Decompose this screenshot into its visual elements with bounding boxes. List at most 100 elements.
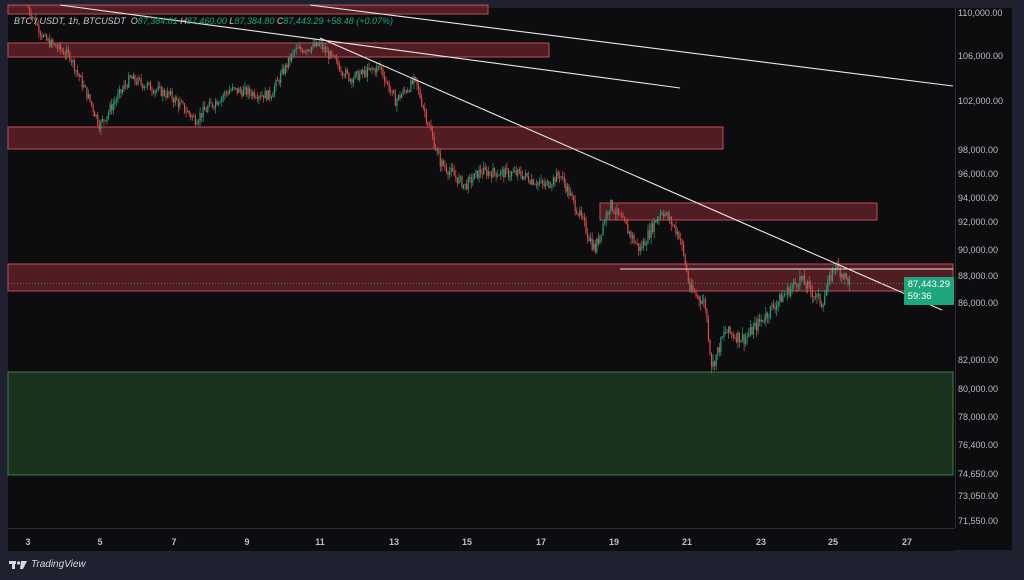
candle-body (221, 97, 223, 102)
candle-body (743, 334, 745, 345)
candle-body (766, 312, 768, 318)
candle-body (334, 55, 336, 59)
candle-body (383, 75, 386, 82)
candle-body (635, 242, 637, 244)
time-tick-label: 25 (827, 537, 839, 547)
candle-body (772, 304, 775, 308)
candle-body (97, 114, 99, 125)
tradingview-logo[interactable]: TradingView (9, 559, 86, 570)
candle-body (390, 91, 392, 92)
last-price-tag: 87,443.29 59:36 (903, 277, 954, 305)
candle-body (458, 177, 460, 184)
candle-body (317, 42, 319, 46)
candle-body (160, 86, 162, 96)
candle-body (380, 67, 382, 70)
candle-body (574, 199, 576, 212)
time-tick-label: 7 (171, 537, 177, 547)
candle-body (431, 130, 434, 137)
candle-body (90, 101, 93, 105)
candle-body (286, 64, 288, 68)
candle-body (202, 106, 204, 118)
candle-body (777, 301, 779, 305)
candle-body (745, 338, 747, 345)
candle-body (332, 55, 334, 56)
symbol-label: BTC / USDT, 1h, BTCUSDT (14, 16, 126, 26)
candle-body (52, 40, 54, 44)
candle-body (814, 296, 816, 298)
candle-body (554, 177, 556, 182)
candle-body (514, 170, 516, 172)
candle-body (662, 213, 665, 217)
candle-body (652, 223, 654, 233)
candle-body (66, 49, 68, 56)
candle-body (841, 274, 843, 277)
candle-body (506, 167, 508, 170)
candle-body (214, 101, 217, 108)
candle-body (478, 169, 480, 179)
candle-body (847, 276, 849, 285)
candle-body (205, 110, 207, 112)
candle-body (94, 111, 96, 117)
candle-body (704, 299, 706, 310)
candle-body (442, 160, 444, 166)
candle-body (805, 284, 807, 289)
candle-body (269, 90, 271, 99)
candle-body (546, 181, 548, 184)
candle-body (825, 289, 827, 297)
candle-body (331, 51, 333, 56)
candle-body (315, 42, 317, 47)
candle-body (56, 47, 59, 49)
candle-body (410, 80, 412, 92)
price-tick-label: 71,550.00 (958, 516, 999, 526)
candle-body (323, 47, 325, 50)
candle-body (365, 70, 367, 77)
candle-body (844, 273, 846, 279)
candle-body (591, 238, 593, 250)
candle-body (142, 84, 144, 89)
candle-body (715, 354, 717, 367)
candle-body (842, 274, 844, 279)
candle-body (329, 51, 331, 59)
candle-body (64, 54, 66, 56)
candle-body (33, 17, 35, 19)
candle-body (487, 171, 489, 176)
candle-body (537, 182, 539, 186)
candle-body (391, 90, 393, 92)
candle-body (168, 91, 170, 95)
candle-body (607, 213, 609, 215)
candle-body (39, 32, 41, 35)
candle-body (427, 122, 429, 125)
candle-body (529, 181, 531, 185)
candle-body (621, 214, 623, 218)
candle-body (418, 85, 420, 90)
candle-body (194, 116, 196, 125)
candle-body (493, 167, 496, 173)
candle-body (314, 43, 316, 47)
candle-body (256, 97, 258, 99)
candle-body (139, 77, 141, 80)
candle-body (452, 168, 454, 171)
candle-body (683, 244, 685, 255)
candle-body (270, 96, 272, 99)
candle-body (748, 334, 750, 337)
price-tick-label: 73,050.00 (958, 491, 999, 501)
candle-body (650, 223, 652, 238)
candle-body (445, 167, 448, 173)
candle-body (177, 100, 179, 108)
candle-body (143, 87, 145, 89)
candle-body (796, 283, 798, 287)
candle-body (352, 78, 355, 83)
candle-body (371, 68, 373, 70)
candle-body (30, 13, 32, 18)
candle-body (614, 213, 617, 215)
candle-body (264, 90, 266, 99)
time-tick-label: 5 (97, 537, 103, 547)
candle-body (413, 76, 415, 84)
candle-body (399, 94, 401, 99)
candle-body (211, 103, 214, 107)
candle-body (678, 231, 680, 239)
candle-body (552, 177, 555, 185)
candle-body (616, 208, 618, 215)
candle-body (385, 81, 387, 83)
